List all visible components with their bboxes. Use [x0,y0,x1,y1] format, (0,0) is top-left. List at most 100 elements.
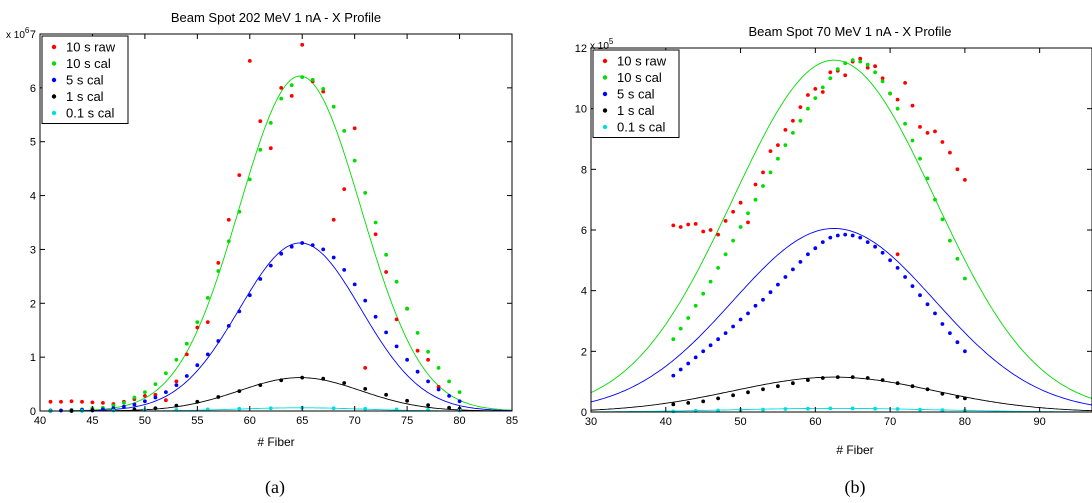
data-point [247,177,252,182]
data-point [783,143,788,148]
data-point [940,217,945,222]
chart-title: Beam Spot 70 MeV 1 nA - X Profile [748,24,951,39]
data-point [933,311,937,316]
y-tick-label: 8 [581,164,587,176]
data-point [925,176,930,181]
data-point [436,384,441,389]
y-tick-label: 0 [30,406,36,418]
data-point [237,389,242,393]
data-point [226,324,231,328]
data-point [195,363,200,368]
data-point [184,352,189,357]
data-point [820,240,825,245]
data-point [671,337,676,342]
data-point [828,76,833,81]
data-point [791,267,795,272]
y-exponent-label: x 105 [590,37,614,52]
data-point [910,103,915,108]
data-point [738,200,743,205]
data-point [321,87,326,91]
data-point [132,395,137,400]
data-point [798,118,803,123]
legend-label: 10 s raw [66,40,116,55]
legend-marker [51,77,57,83]
chart-title: Beam Spot 202 MeV 1 nA - X Profile [171,10,381,25]
data-point [678,367,683,372]
data-point [933,129,937,134]
data-point [90,400,95,405]
data-point [363,298,368,303]
series-5-s-cal [671,232,967,378]
data-point [746,220,750,225]
panel-caption: (b) [845,477,866,498]
data-point [447,394,451,398]
series-10-s-raw [671,56,967,257]
data-point [671,373,676,378]
data-point [895,407,900,411]
data-point [708,343,713,348]
y-tick-label: 7 [30,29,36,41]
data-point [753,182,758,187]
data-point [426,379,430,384]
data-point [716,266,720,270]
y-tick-label: 1 [30,352,36,364]
data-point [888,258,892,263]
data-point [910,284,915,288]
x-tick-label: 40 [34,415,46,427]
data-point [184,341,189,346]
x-tick-label: 55 [191,415,203,427]
data-point [436,366,441,370]
data-point [731,238,735,243]
legend-label: 1 s cal [617,103,655,118]
data-point [918,125,922,129]
data-point [820,90,825,94]
data-point [918,293,922,298]
legend-box [592,49,680,138]
fit-curve-10-s-cal [40,75,513,412]
data-point [925,131,930,135]
data-point [791,131,795,135]
data-point [447,405,451,410]
fit-curve-5-s-cal [40,242,512,412]
data-point [164,398,168,403]
series-1-s-cal [671,375,967,407]
data-point [880,79,885,84]
data-point [300,75,305,79]
x-axis-label: # Fiber [257,435,294,449]
data-point [671,402,676,407]
data-point [394,344,399,349]
data-point [373,232,378,237]
legend-marker [51,94,57,99]
data-point [880,250,885,255]
data-point [331,217,336,222]
data-point [828,235,833,240]
data-point [843,73,848,78]
data-point [363,191,368,195]
legend-label: 1 s cal [66,89,104,104]
data-point [342,129,347,133]
data-point [59,399,63,404]
data-point [903,81,907,85]
data-point [955,167,960,172]
data-point [880,378,885,382]
data-point [753,197,758,202]
data-point [331,406,336,411]
data-point [279,251,284,256]
legend-label: 10 s cal [66,56,111,71]
data-point [873,70,877,75]
data-point [394,317,399,322]
data-point [258,147,263,152]
legend-marker [602,108,608,113]
data-point [701,399,706,404]
data-point [205,320,210,324]
data-point [895,266,900,270]
y-tick-label: 10 [575,104,587,116]
data-point [880,76,885,81]
data-point [247,59,252,63]
data-point [174,379,179,384]
data-point [723,331,728,335]
data-point [268,121,273,125]
data-point [237,209,242,214]
data-point [776,156,780,161]
data-point [394,279,399,284]
